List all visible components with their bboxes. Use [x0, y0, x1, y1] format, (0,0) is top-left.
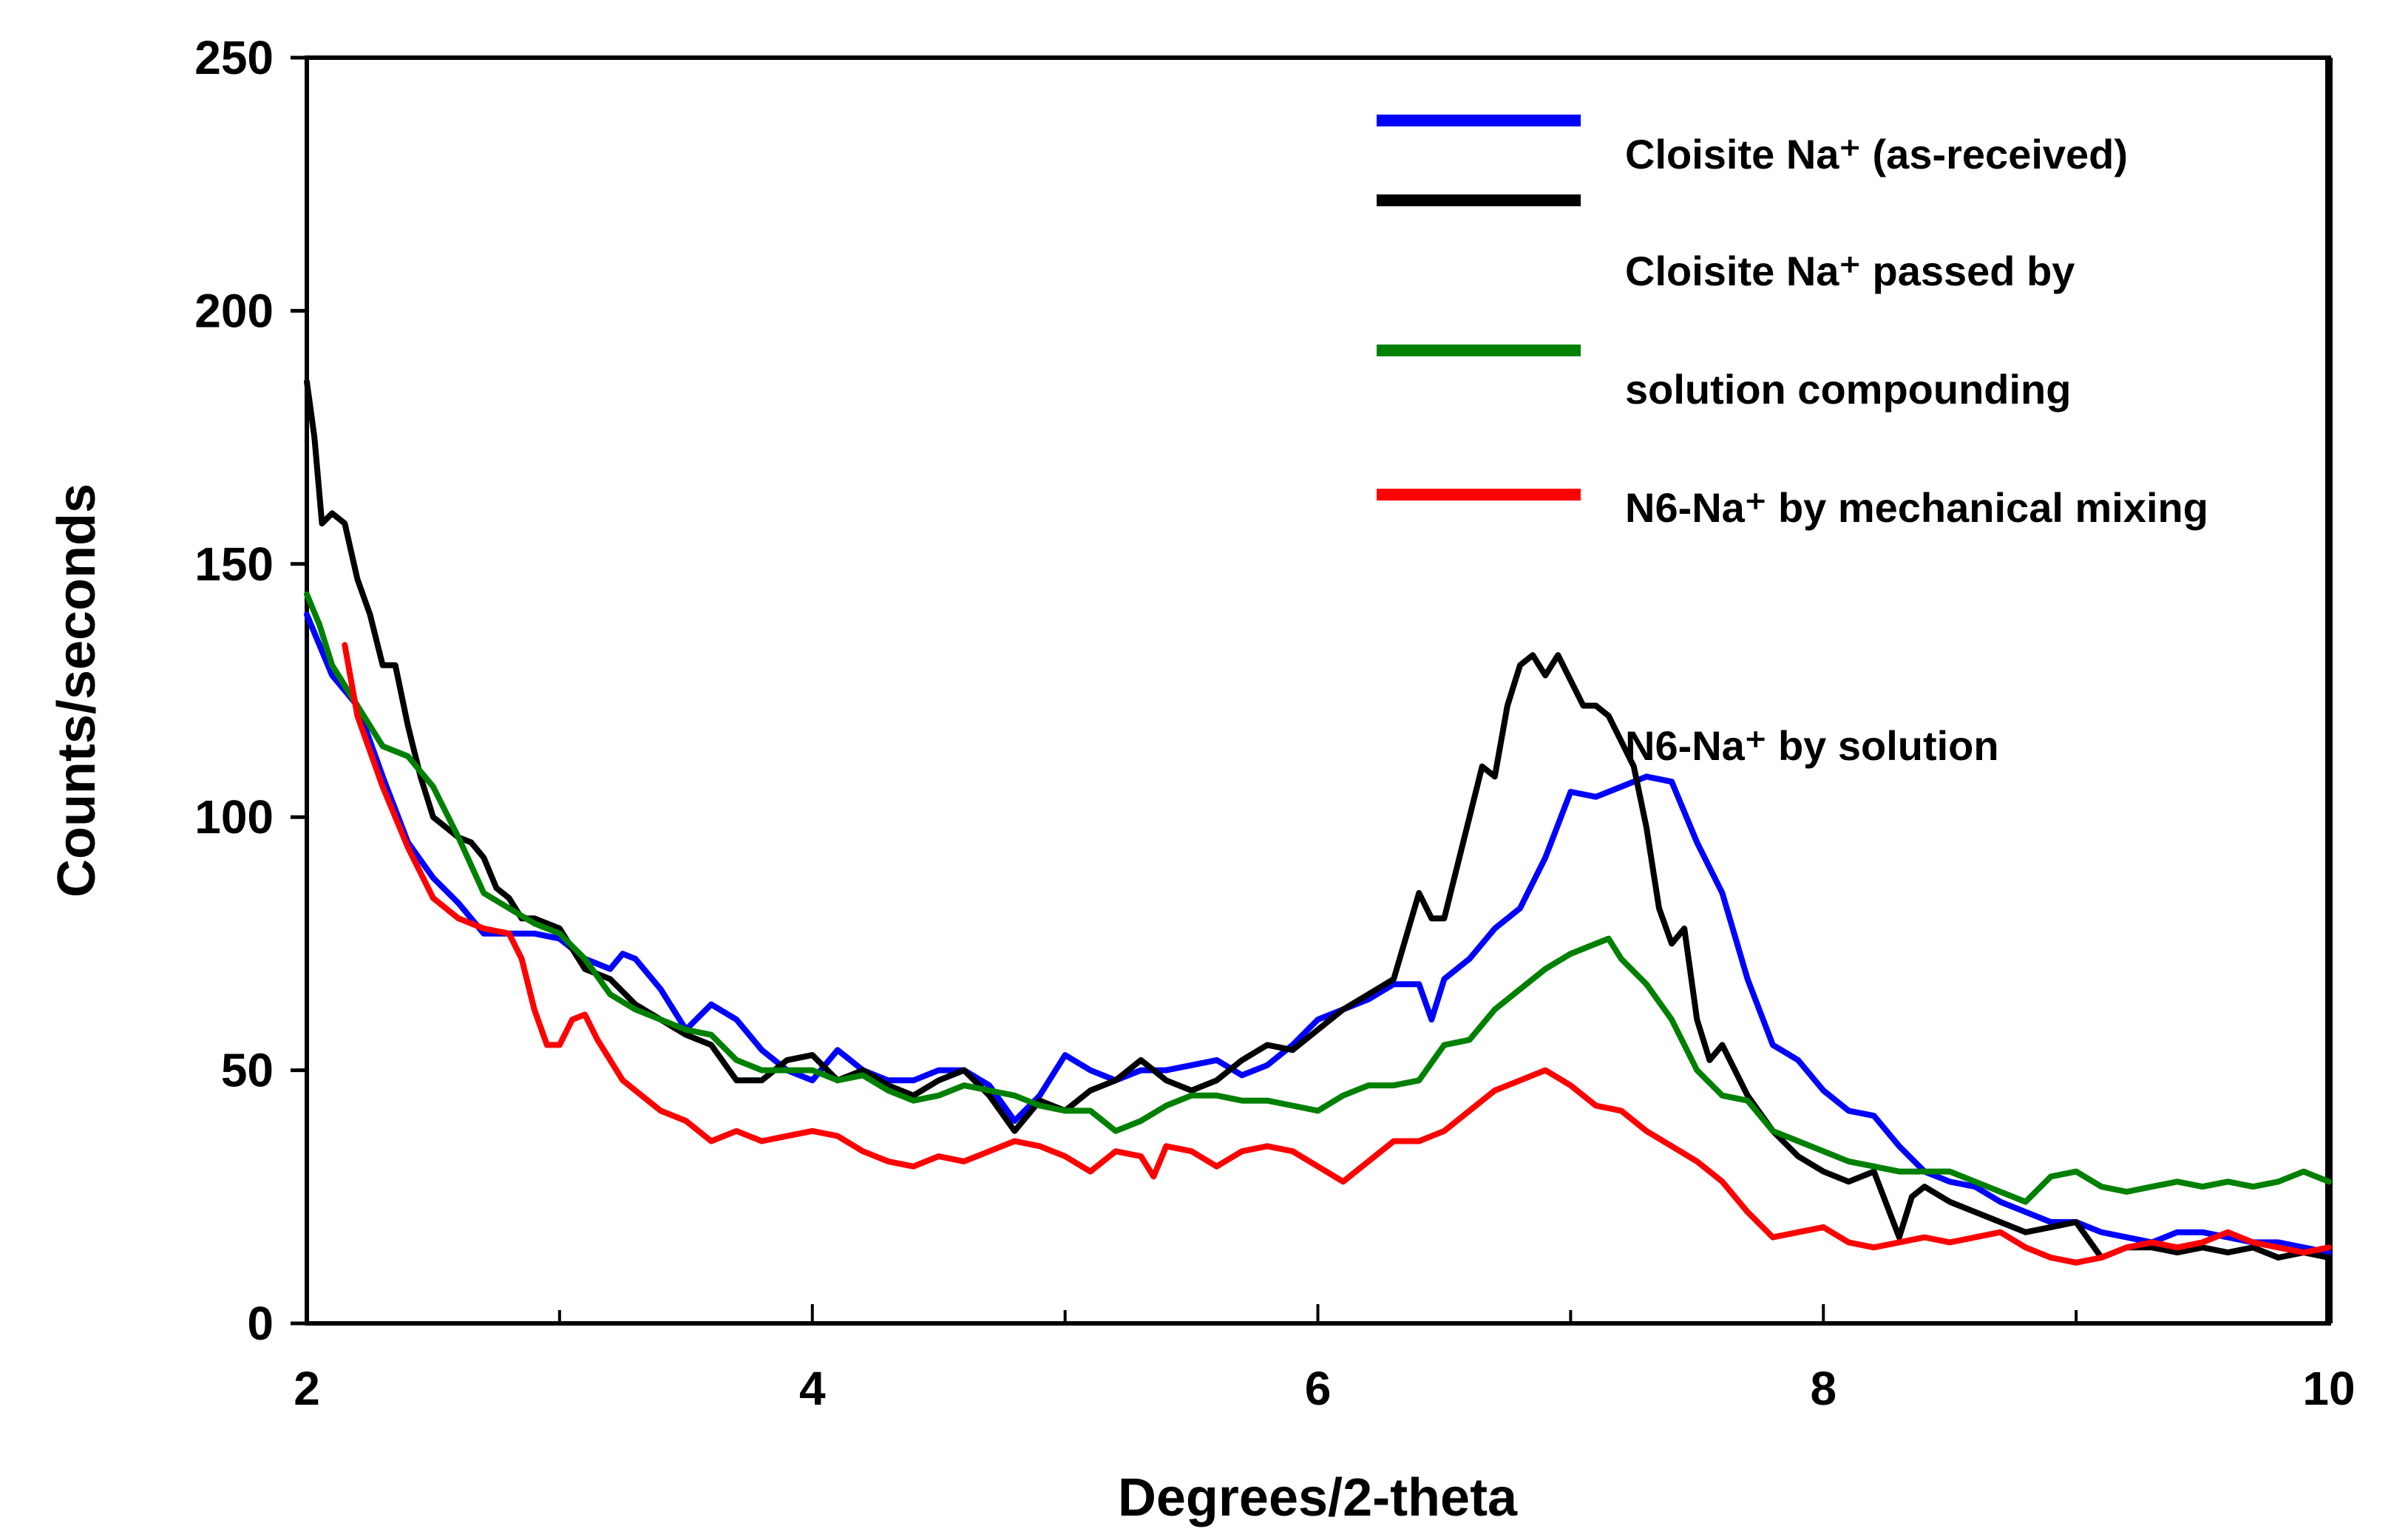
x-axis: 2 4 6 8 10 [294, 1304, 2356, 1415]
x-tick-label-10: 10 [2302, 1362, 2355, 1415]
x-tick-label-2: 2 [294, 1362, 320, 1415]
y-tick-label-250: 250 [194, 31, 274, 84]
y-axis: 0 50 100 150 200 250 [194, 31, 307, 1350]
y-tick-label-0: 0 [247, 1297, 274, 1350]
legend-label-solution: N6-Na⁺ by solution [1625, 722, 1999, 769]
series-line-n6-na-by-mechanical-mixing [304, 591, 2332, 1205]
y-tick-label-50: 50 [221, 1044, 274, 1097]
y-axis-title: Counts/seconds [47, 484, 106, 898]
x-tick-label-4: 4 [799, 1362, 826, 1415]
y-tick-label-200: 200 [194, 284, 274, 337]
y-tick-label-100: 100 [194, 790, 274, 844]
series-line-cloisite-na-passed-by-solution-compounding [304, 379, 2332, 1261]
legend-label-solution-compounding: solution compounding [1625, 366, 2071, 413]
legend-label-as-received: Cloisite Na⁺ (as-received) [1625, 131, 2128, 177]
x-tick-label-6: 6 [1305, 1362, 1332, 1415]
legend: Cloisite Na⁺ (as-received) Cloisite Na⁺ … [1377, 115, 2208, 769]
series-line-cloisite-na-as-received [304, 611, 2332, 1256]
x-axis-title: Degrees/2-theta [1118, 1468, 1518, 1527]
y-tick-label-150: 150 [194, 537, 274, 591]
legend-label-mechanical-mixing: N6-Na⁺ by mechanical mixing [1625, 484, 2208, 531]
series-layer [304, 379, 2332, 1266]
series-line-n6-na-by-solution [342, 642, 2332, 1266]
legend-label-passed-by: Cloisite Na⁺ passed by [1625, 248, 2075, 294]
x-tick-label-8: 8 [1810, 1362, 1837, 1415]
